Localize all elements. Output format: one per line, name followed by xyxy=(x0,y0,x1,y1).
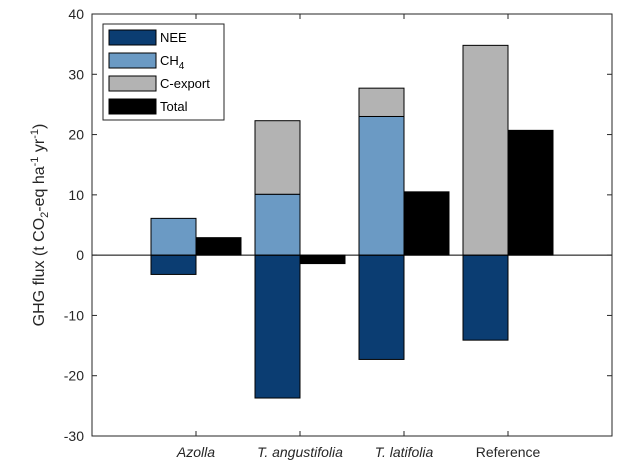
legend-swatch-nee xyxy=(108,29,157,46)
y-tick-label: 30 xyxy=(68,66,84,82)
bars-group xyxy=(150,44,554,399)
y-label-part: GHG flux (t CO xyxy=(31,218,48,326)
bar-total-0 xyxy=(195,237,242,256)
legend-label-nee: NEE xyxy=(160,30,187,45)
bar-c-export-2 xyxy=(358,87,405,117)
y-axis: -30 -20 -10 0 10 20 30 40 xyxy=(64,6,612,444)
legend-label-total: Total xyxy=(160,99,188,114)
y-tick-label: 20 xyxy=(68,127,84,143)
bar-nee-1 xyxy=(254,254,301,399)
y-label-part: -eq ha xyxy=(31,166,48,211)
bar-nee-3 xyxy=(462,254,509,341)
y-label-part: ) xyxy=(31,124,48,129)
bar-c-export-3 xyxy=(462,44,509,256)
legend-label-c-export: C-export xyxy=(160,76,210,91)
bar-total-3 xyxy=(507,129,554,256)
x-tick-label: T. angustifolia xyxy=(257,444,343,460)
y-tick-label: -20 xyxy=(64,368,84,384)
bar-ch4-2 xyxy=(358,115,405,256)
x-tick-label: Reference xyxy=(476,444,541,460)
bar-ch4-1 xyxy=(254,193,301,256)
legend-swatch-total xyxy=(108,98,157,115)
y-label-part: -1 xyxy=(29,157,41,167)
bar-nee-2 xyxy=(358,254,405,360)
y-tick-label: 0 xyxy=(76,247,84,263)
bar-ch4-0 xyxy=(150,217,197,256)
legend-label-ch4: CH4 xyxy=(160,53,185,72)
y-tick-label: -10 xyxy=(64,307,84,323)
bar-total-2 xyxy=(403,191,450,256)
bar-nee-0 xyxy=(150,254,197,275)
legend-swatch-ch4 xyxy=(108,52,157,69)
y-tick-label: 40 xyxy=(68,6,84,22)
y-label-part: 2 xyxy=(39,212,51,218)
y-label-part: -1 xyxy=(29,129,41,139)
x-tick-label: T. latifolia xyxy=(375,444,434,460)
x-tick-label: Azolla xyxy=(176,444,215,460)
y-label-part: yr xyxy=(31,138,48,156)
bar-total-1 xyxy=(299,254,346,265)
legend-swatch-c-export xyxy=(108,75,157,92)
y-tick-label: 10 xyxy=(68,187,84,203)
y-tick-label: -30 xyxy=(64,428,84,444)
legend: NEE CH4 C-export Total xyxy=(102,23,225,121)
bar-c-export-1 xyxy=(254,120,301,195)
x-axis: Azolla T. angustifolia T. latifolia Referen… xyxy=(176,14,541,460)
y-axis-label: GHG flux (t CO2-eq ha-1 yr-1) xyxy=(29,124,51,327)
